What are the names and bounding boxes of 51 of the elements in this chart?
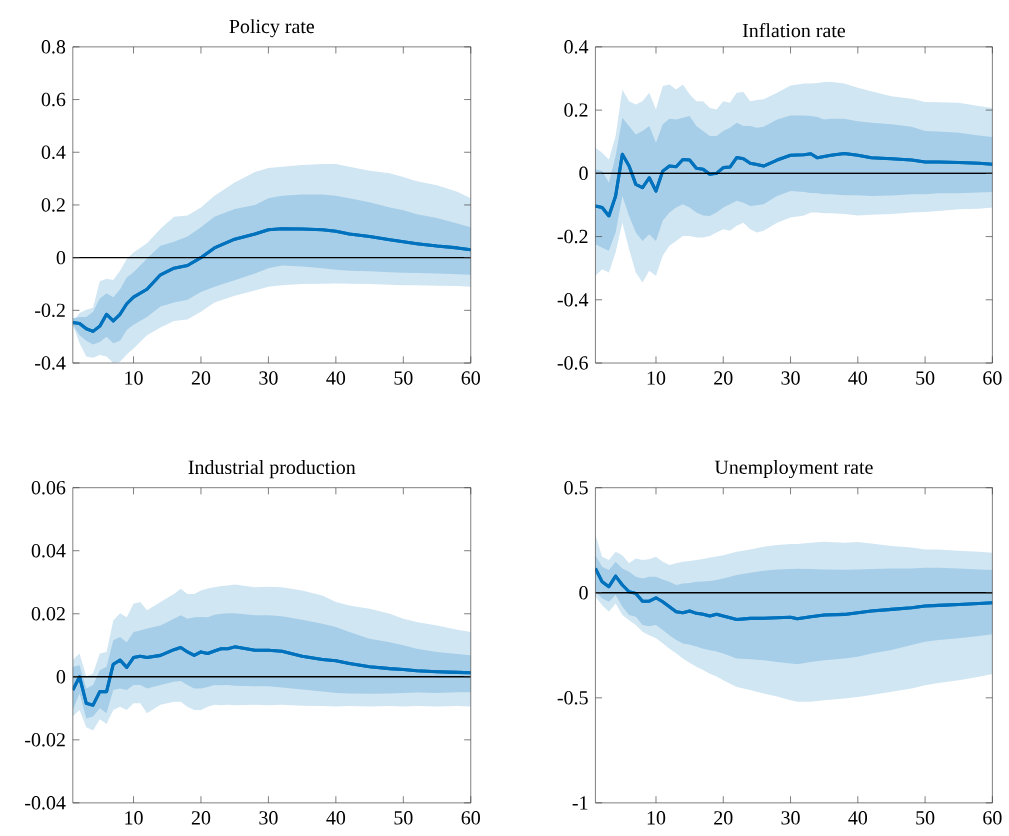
chart-title: Inflation rate [742, 23, 846, 38]
x-tick-label: 50 [394, 371, 413, 385]
x-tick-label: 40 [326, 811, 346, 825]
y-tick-label: 0.2 [564, 103, 588, 117]
x-tick-label: 20 [714, 811, 733, 825]
x-tick-label: 30 [259, 811, 278, 825]
y-tick-label: 0 [579, 586, 588, 600]
x-tick-label: 40 [848, 811, 868, 825]
y-tick-label: -0.4 [557, 293, 589, 307]
y-tick-label: -0.4 [35, 356, 66, 370]
x-tick-label: 30 [781, 811, 800, 825]
x-tick-label: 10 [647, 371, 666, 385]
y-tick-label: 0 [56, 251, 66, 265]
x-tick-label: 60 [461, 811, 480, 825]
x-tick-label: 50 [916, 371, 935, 385]
x-tick-label: 20 [714, 371, 733, 385]
chart-title: Unemployment rate [714, 460, 873, 479]
y-tick-label: 0.6 [41, 92, 66, 107]
y-tick-label: 0 [579, 166, 588, 181]
x-tick-label: 10 [647, 811, 666, 825]
x-tick-label: 60 [983, 811, 1002, 825]
x-tick-label: 30 [259, 371, 278, 385]
y-tick-label: 0.4 [41, 145, 66, 160]
y-tick-label: -0.02 [25, 733, 65, 747]
y-tick-label: -0.04 [25, 796, 66, 810]
chart-title: Industrial production [188, 460, 356, 479]
y-tick-label: -0.5 [557, 691, 588, 705]
y-tick-label: 0.2 [41, 198, 65, 212]
x-tick-label: 20 [191, 811, 211, 825]
x-tick-label: 30 [781, 371, 800, 385]
y-tick-label: -0.6 [557, 356, 588, 370]
chart-title: Policy rate [229, 19, 315, 38]
y-tick-label: -0.2 [557, 229, 588, 244]
y-tick-label: 0.02 [31, 607, 65, 621]
x-tick-label: 50 [916, 811, 935, 825]
x-tick-label: 40 [326, 371, 346, 385]
x-tick-label: 10 [125, 371, 143, 385]
y-tick-label: 0 [56, 670, 66, 684]
y-tick-label: -0.2 [35, 303, 65, 318]
x-tick-label: 20 [191, 371, 211, 385]
y-tick-label: 0.04 [31, 544, 66, 558]
y-tick-label: -1 [572, 796, 588, 810]
x-tick-label: 50 [394, 811, 413, 825]
x-tick-label: 10 [125, 811, 143, 825]
y-tick-label: 0.4 [564, 40, 589, 54]
y-tick-label: 0.06 [31, 481, 66, 495]
x-tick-label: 60 [461, 371, 480, 385]
y-tick-label: 0.5 [564, 481, 588, 495]
x-tick-label: 60 [983, 371, 1002, 385]
x-tick-label: 40 [848, 371, 868, 385]
y-tick-label: 0.8 [41, 40, 66, 54]
